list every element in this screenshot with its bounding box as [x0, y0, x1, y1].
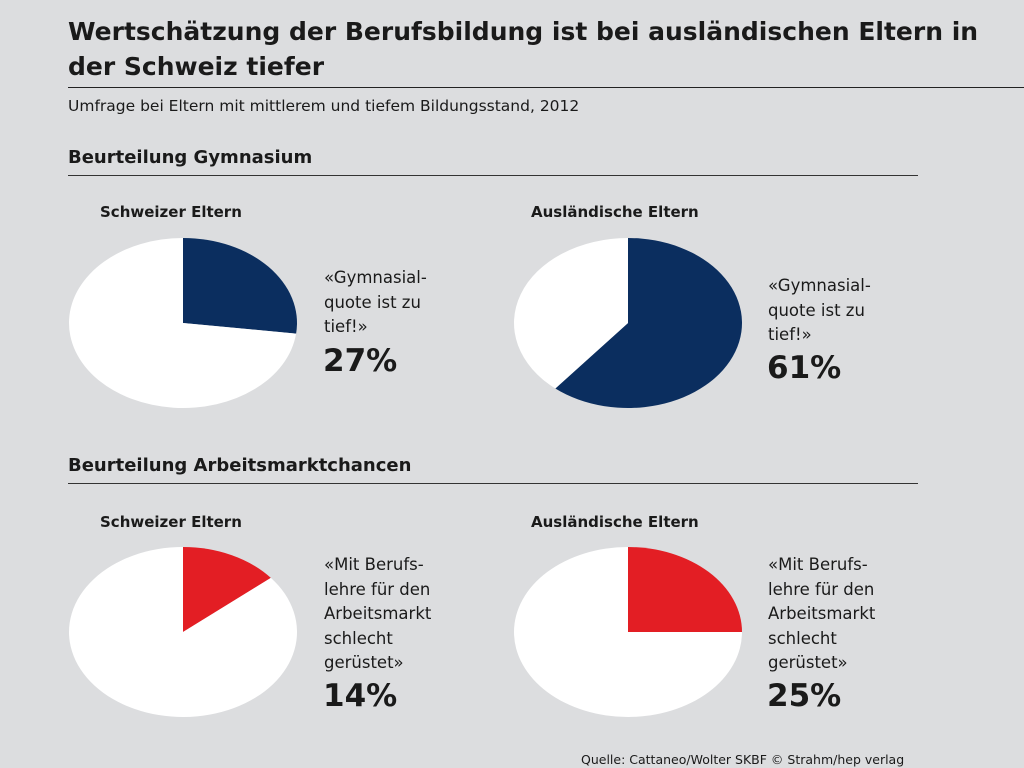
pie-quote: «Gymnasial-quote ist zu tief!» — [324, 268, 427, 336]
pie-quote: «Mit Berufs-lehre für den Arbeitsmarkt sch… — [324, 555, 432, 672]
pie-chart-arbeitsmarkt-auslaendisch — [514, 547, 742, 717]
pie-chart-gymnasium-auslaendisch — [514, 238, 743, 408]
pie-slice-highlight — [183, 547, 271, 632]
pie-slice-highlight — [183, 238, 297, 334]
pie-value-label: 14% — [323, 678, 398, 714]
pie-title: Ausländische Eltern — [531, 513, 699, 531]
pie-slice-rest — [514, 238, 628, 389]
pie-slice-rest — [68, 238, 297, 408]
pie-slice-rest — [514, 547, 742, 717]
pie-slice-highlight — [555, 238, 743, 408]
pie-value-label: 25% — [767, 678, 842, 714]
pie-chart-arbeitsmarkt-schweizer — [69, 547, 298, 717]
pie-chart-gymnasium-schweizer — [68, 238, 297, 408]
section-divider — [68, 483, 918, 484]
section-title-arbeitsmarkt: Beurteilung Arbeitsmarktchancen — [68, 455, 412, 476]
pie-quote: «Gymnasial-quote ist zu tief!» — [768, 276, 871, 344]
pie-slice-rest — [69, 547, 298, 717]
chart-subtitle: Umfrage bei Eltern mit mittlerem und tie… — [68, 97, 580, 115]
section-divider — [68, 175, 918, 176]
pie-slice-highlight — [628, 547, 742, 632]
pie-quote: «Mit Berufs-lehre für den Arbeitsmarkt sch… — [768, 555, 876, 672]
section-title-gymnasium: Beurteilung Gymnasium — [68, 147, 313, 168]
source-note: Quelle: Cattaneo/Wolter SKBF © Strahm/he… — [581, 752, 905, 767]
pie-value-label: 27% — [323, 343, 398, 379]
pie-title: Schweizer Eltern — [100, 203, 242, 221]
pie-value-label: 61% — [767, 350, 842, 386]
pie-title: Ausländische Eltern — [531, 203, 699, 221]
chart-title: Wertschätzung der Berufsbildung ist bei … — [68, 17, 979, 81]
pie-title: Schweizer Eltern — [100, 513, 242, 531]
title-divider — [68, 87, 1024, 88]
